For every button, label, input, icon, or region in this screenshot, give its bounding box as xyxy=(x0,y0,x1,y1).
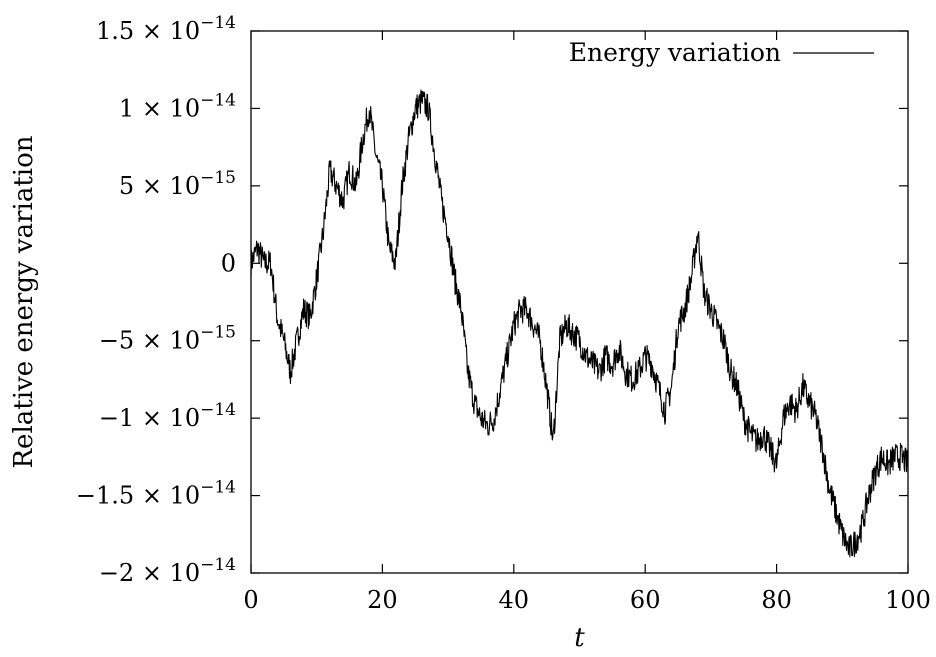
x-axis-ticks: 0 20 40 60 80 100 xyxy=(243,31,931,614)
x-tick-label: 0 xyxy=(243,586,258,614)
y-tick-label: −1.5 × 10−14 xyxy=(76,478,236,510)
x-axis-label: t xyxy=(574,623,585,653)
y-axis-label: Relative energy variation xyxy=(9,135,39,468)
y-tick-label: 1 × 10−14 xyxy=(119,90,236,122)
x-tick-label: 80 xyxy=(761,586,792,614)
y-tick-label: −1 × 10−14 xyxy=(99,400,236,432)
y-tick-label: 1.5 × 10−14 xyxy=(96,13,236,45)
y-tick-label: 0 xyxy=(221,249,236,277)
x-tick-label: 20 xyxy=(367,586,398,614)
series-group xyxy=(250,89,909,558)
legend: Energy variation xyxy=(569,38,874,67)
series-line-energy-variation xyxy=(250,89,909,558)
x-tick-label: 100 xyxy=(885,586,931,614)
y-tick-label: −5 × 10−15 xyxy=(99,323,236,355)
x-tick-label: 60 xyxy=(630,586,661,614)
y-axis-ticks: 1.5 × 10−14 1 × 10−14 5 × 10−15 0 −5 × 10−15… xyxy=(76,13,908,587)
x-tick-label: 40 xyxy=(499,586,530,614)
plot-frame xyxy=(250,30,909,574)
y-tick-label: 5 × 10−15 xyxy=(119,168,236,200)
legend-label: Energy variation xyxy=(569,38,781,67)
y-tick-label: −2 × 10−14 xyxy=(99,555,236,587)
